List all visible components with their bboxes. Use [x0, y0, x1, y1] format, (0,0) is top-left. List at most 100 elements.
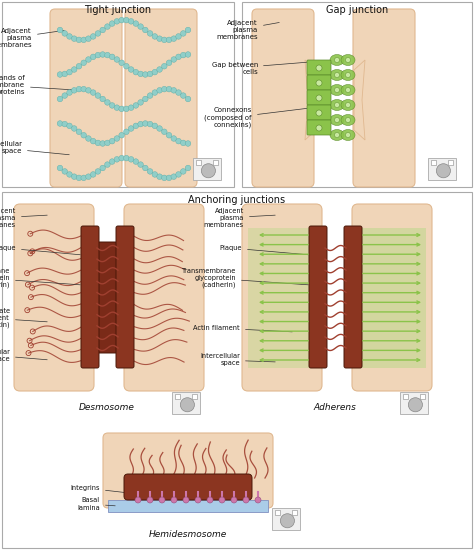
Circle shape	[114, 57, 120, 62]
Circle shape	[76, 37, 82, 43]
Circle shape	[171, 497, 177, 503]
Ellipse shape	[335, 117, 339, 123]
Circle shape	[219, 497, 225, 503]
Circle shape	[124, 64, 129, 69]
Circle shape	[57, 165, 63, 171]
Circle shape	[76, 129, 82, 134]
Ellipse shape	[341, 129, 355, 140]
Circle shape	[152, 90, 158, 95]
Ellipse shape	[316, 80, 322, 86]
Circle shape	[181, 398, 194, 412]
Circle shape	[133, 103, 139, 108]
Bar	[172, 392, 200, 414]
Ellipse shape	[346, 58, 350, 62]
Circle shape	[109, 54, 115, 60]
Circle shape	[176, 34, 182, 39]
Circle shape	[135, 497, 141, 503]
Bar	[292, 510, 297, 515]
Circle shape	[143, 72, 148, 77]
Ellipse shape	[335, 58, 339, 62]
FancyBboxPatch shape	[125, 9, 197, 187]
Circle shape	[72, 67, 77, 72]
Text: Anchoring junctions: Anchoring junctions	[189, 195, 285, 205]
Circle shape	[105, 24, 110, 29]
Circle shape	[114, 135, 120, 142]
Circle shape	[437, 164, 450, 178]
Circle shape	[138, 71, 144, 77]
Circle shape	[133, 21, 139, 27]
Circle shape	[133, 159, 139, 164]
Circle shape	[81, 60, 86, 66]
Circle shape	[152, 34, 158, 39]
Text: Basal
lamina: Basal lamina	[77, 498, 115, 510]
Circle shape	[62, 169, 67, 174]
Circle shape	[91, 90, 96, 95]
Circle shape	[67, 90, 72, 95]
Bar	[192, 394, 197, 399]
Circle shape	[195, 497, 201, 503]
Circle shape	[109, 159, 115, 164]
Bar	[428, 158, 456, 180]
Circle shape	[231, 497, 237, 503]
Circle shape	[128, 67, 134, 72]
Bar	[196, 160, 201, 165]
Circle shape	[181, 53, 186, 58]
Circle shape	[81, 132, 86, 138]
Bar	[2, 192, 472, 548]
Circle shape	[91, 34, 96, 39]
FancyBboxPatch shape	[307, 90, 331, 105]
Text: Strands of
transmembrane
proteins: Strands of transmembrane proteins	[0, 75, 72, 95]
Circle shape	[409, 398, 422, 412]
Circle shape	[67, 34, 72, 39]
Circle shape	[207, 497, 213, 503]
Circle shape	[119, 132, 125, 138]
FancyBboxPatch shape	[81, 226, 99, 368]
Circle shape	[159, 497, 165, 503]
Ellipse shape	[330, 129, 344, 140]
Circle shape	[147, 121, 153, 127]
Bar	[175, 394, 181, 399]
Circle shape	[162, 64, 167, 69]
Circle shape	[105, 140, 110, 145]
Circle shape	[157, 126, 163, 131]
Circle shape	[181, 169, 186, 174]
Circle shape	[185, 51, 191, 58]
Circle shape	[143, 27, 148, 33]
Bar	[272, 508, 300, 530]
Circle shape	[62, 93, 67, 98]
Bar	[275, 510, 281, 515]
Circle shape	[86, 87, 91, 93]
Circle shape	[124, 129, 129, 134]
Circle shape	[166, 175, 172, 181]
Circle shape	[119, 106, 125, 112]
Circle shape	[152, 171, 158, 177]
Circle shape	[100, 51, 106, 58]
FancyBboxPatch shape	[352, 204, 432, 391]
Circle shape	[185, 165, 191, 171]
Circle shape	[166, 60, 172, 66]
Ellipse shape	[335, 72, 339, 77]
Circle shape	[138, 121, 144, 127]
Ellipse shape	[341, 100, 355, 111]
Circle shape	[201, 164, 216, 178]
Circle shape	[176, 171, 182, 177]
Circle shape	[67, 171, 72, 177]
Circle shape	[128, 156, 134, 162]
Circle shape	[62, 121, 67, 127]
Circle shape	[100, 140, 106, 147]
Circle shape	[67, 123, 72, 129]
Circle shape	[185, 96, 191, 102]
Text: Transmembrane
glycoprotein
(cadherin): Transmembrane glycoprotein (cadherin)	[0, 268, 80, 288]
Bar	[193, 158, 221, 180]
Ellipse shape	[346, 117, 350, 123]
Circle shape	[114, 105, 120, 111]
Circle shape	[86, 174, 91, 180]
Polygon shape	[305, 60, 316, 140]
FancyBboxPatch shape	[307, 75, 331, 90]
Ellipse shape	[341, 70, 355, 81]
Text: Adjacent
plasma
membranes: Adjacent plasma membranes	[0, 28, 64, 48]
Ellipse shape	[330, 100, 344, 111]
Bar	[448, 160, 453, 165]
Text: Desmosome: Desmosome	[79, 403, 135, 412]
Circle shape	[81, 175, 86, 181]
